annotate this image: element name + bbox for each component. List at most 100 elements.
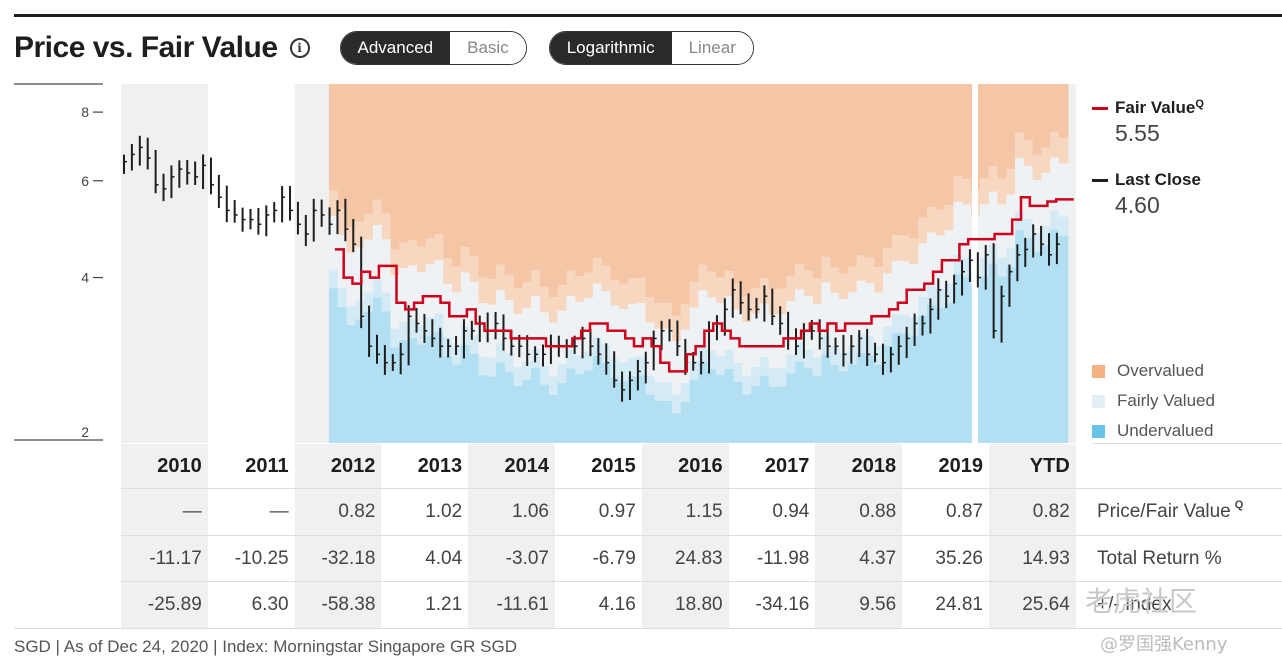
overvalued-band	[795, 84, 805, 264]
table-cell: 4.37	[815, 536, 903, 582]
overvalued-band	[627, 84, 638, 279]
fairly-valued-band	[707, 297, 717, 351]
overvalued-band	[839, 84, 849, 274]
fairly-valued-band	[1041, 173, 1051, 227]
undervalued-band	[478, 375, 488, 443]
undervalued-light-band	[900, 314, 911, 334]
year-header-row: 2010 2011 2012 2013 2014 2015 2016 2017 2018 2019…	[121, 444, 1076, 488]
price-chart: 2 4 6 8	[14, 83, 1076, 443]
overvalued-light-band	[381, 213, 392, 240]
undervalued-light-band	[1023, 219, 1034, 239]
undervalued-band	[909, 336, 919, 443]
overvalued-band	[346, 84, 356, 228]
fair-value-line	[334, 195, 1074, 373]
undervalued-swatch	[1092, 424, 1105, 438]
fairly-valued-band	[627, 303, 638, 358]
fairly-valued-band	[900, 261, 911, 315]
watermark-handle: @罗国强Kenny	[1100, 634, 1228, 655]
overvalued-light-band	[557, 285, 568, 311]
overvalued-band	[935, 84, 946, 210]
overvalued-light-band	[408, 240, 418, 266]
overvalued-band	[715, 84, 726, 278]
undervalued-band	[962, 276, 972, 443]
linear-button[interactable]: Linear	[671, 32, 753, 64]
overvalued-light-band	[742, 296, 752, 323]
logarithmic-button[interactable]: Logarithmic	[549, 32, 672, 64]
fairly-valued-swatch	[1092, 394, 1105, 408]
undervalued-band	[372, 297, 383, 443]
overvalued-light-band	[803, 270, 814, 297]
overvalued-band	[372, 84, 383, 200]
last-close-label: Last Close	[1115, 170, 1201, 189]
overvalued-band	[856, 84, 867, 256]
overvalued-light-band	[689, 282, 699, 308]
undervalued-light-band	[663, 382, 673, 401]
fairly-valued-band	[443, 284, 453, 338]
overvalued-light-band	[584, 272, 594, 299]
undervalued-light-band	[830, 346, 840, 366]
undervalued-light-band	[856, 334, 867, 353]
overvalued-band	[408, 84, 418, 241]
overvalued-band	[575, 84, 585, 277]
fairly-valued-band	[671, 341, 682, 395]
overvalued-band	[927, 84, 937, 208]
overvalued-band	[452, 84, 462, 267]
table-cell: -25.89	[121, 582, 208, 628]
overvalued-band	[1059, 84, 1069, 138]
last-close-swatch	[1092, 178, 1108, 182]
overvalued-band	[997, 84, 1007, 179]
overvalued-band	[1041, 84, 1051, 148]
overvalued-light-band	[839, 273, 849, 300]
overvalued-light-band	[715, 277, 726, 303]
undervalued-light-band	[865, 336, 875, 356]
overvalued-band	[487, 84, 497, 279]
overvalued-band	[733, 84, 743, 285]
advanced-button[interactable]: Advanced	[340, 32, 451, 64]
undervalued-light-band	[724, 349, 735, 369]
table-cell: -11.98	[756, 548, 810, 569]
undervalued-light-band	[522, 361, 532, 381]
overvalued-light-band	[786, 275, 796, 302]
table-cell: 6.30	[251, 594, 289, 615]
overvalued-band	[531, 84, 541, 271]
table-cell: -3.07	[468, 536, 555, 582]
table-cell: 14.93	[988, 536, 1076, 582]
fairly-valued-band	[557, 310, 568, 365]
overvalued-light-band	[830, 267, 840, 294]
fairly-valued-band	[416, 272, 427, 326]
table-row-total-return: -11.17 -10.25 -32.18 4.04 -3.07 -6.79 24.83 -11…	[121, 536, 1076, 582]
divider	[14, 628, 1282, 629]
fairly-valued-band	[927, 232, 937, 286]
undervalued-band	[865, 355, 875, 443]
undervalued-band	[548, 394, 559, 443]
basic-button[interactable]: Basic	[450, 32, 526, 64]
overvalued-light-band	[346, 227, 356, 253]
overvalued-light-band	[328, 190, 339, 217]
overvalued-light-band	[935, 209, 946, 236]
fairly-valued-band	[803, 296, 814, 350]
overvalued-band	[821, 84, 831, 257]
fairly-valued-band	[759, 303, 770, 357]
overvalued-light-band	[795, 263, 805, 290]
undervalued-band	[724, 368, 735, 443]
info-icon[interactable]: i	[289, 38, 310, 58]
table-cell: -11.61	[468, 582, 555, 628]
undervalued-band	[742, 394, 752, 443]
fairly-valued-band	[460, 272, 471, 326]
table-cell: 18.80	[641, 582, 729, 628]
overvalued-light-band	[768, 288, 779, 315]
undervalued-band	[979, 276, 990, 443]
row-label-total-return: Total Return %	[1097, 536, 1222, 582]
overvalued-band	[707, 84, 717, 272]
fairly-valued-band	[531, 295, 541, 350]
overvalued-light-band	[707, 271, 717, 298]
fairly-valued-band	[425, 264, 436, 318]
table-cell: -6.79	[592, 548, 636, 569]
undervalued-light-band	[742, 375, 752, 395]
last-close-value: 4.60	[1115, 192, 1160, 218]
divider	[121, 581, 1282, 582]
fairly-valued-band	[795, 289, 805, 343]
undervalued-light-band	[390, 328, 400, 348]
table-cell: —	[121, 489, 208, 535]
table-cell: —	[269, 501, 289, 522]
